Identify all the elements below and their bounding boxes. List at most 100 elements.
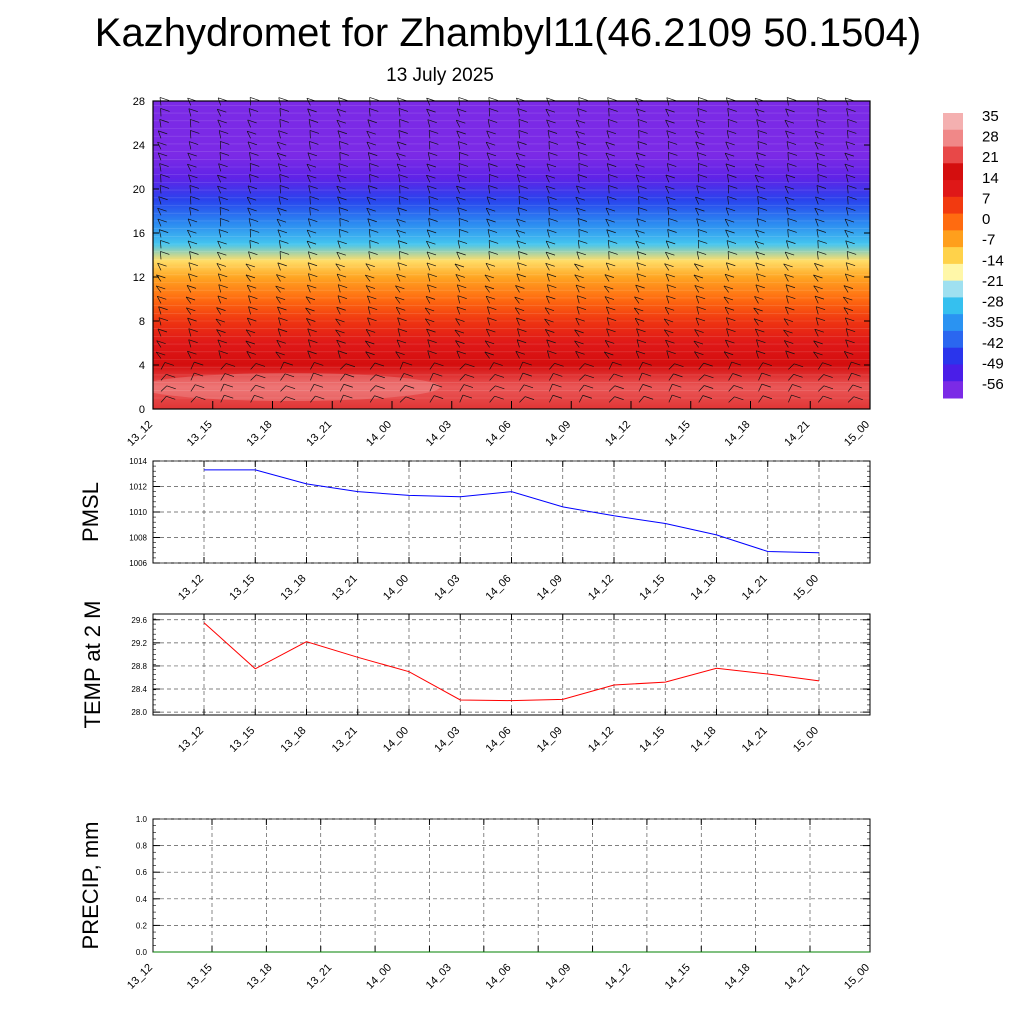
wind-barb-flag [308,251,318,256]
wind-barb [248,218,251,227]
wind-barb [189,119,192,128]
wind-barb-flag [156,274,166,279]
wind-barb-flag [375,374,385,379]
x-tick-label: 14_00 [364,962,394,992]
wind-barb-flag [723,285,734,290]
wind-barb-flag [368,185,378,189]
wind-barb-flag [248,295,258,300]
wind-barb [574,274,580,282]
wind-barb-flag [217,295,227,300]
wind-barb-flag [428,218,438,222]
wind-barb-flag [516,152,526,157]
wind-barb-flag [488,185,498,189]
y-tick-label: 16 [133,228,145,240]
wind-barb [845,339,849,348]
y-tick-label: 1008 [129,534,147,543]
wind-barb-flag [787,229,797,233]
wind-barb [844,273,849,282]
wind-barb-flag [696,152,707,156]
wind-barb-flag [159,97,170,101]
wind-barb [335,318,341,326]
wind-barb-flag [605,340,615,344]
wind-barb [818,385,825,392]
wind-barb [756,218,759,227]
wind-barb [458,218,461,227]
wind-barb-flag [185,296,196,301]
wind-barb [368,229,371,238]
wind-barb-flag [516,317,526,322]
wind-barb-flag [514,307,525,312]
wind-barb-flag [578,240,588,244]
wind-barb [638,372,643,381]
x-tick-label: 14_09 [543,419,573,449]
wind-barb-flag [667,163,677,167]
wind-barb-flag [309,196,319,200]
wind-barb-flag [283,361,293,366]
wind-barb [844,163,849,172]
wind-barb [369,174,371,183]
wind-barb-flag [518,185,528,189]
wind-barb-flag [399,251,409,255]
wind-barb [217,97,222,106]
wind-barb-flag [190,119,200,123]
wind-barb-flag [753,307,763,312]
wind-barb [755,108,759,117]
wind-barb-flag [695,207,705,212]
wind-barb-flag [277,207,287,212]
wind-barb [755,185,759,194]
wind-barb-flag [642,384,652,388]
wind-barb-flag [276,296,286,301]
wind-barb-flag [727,196,737,200]
wind-barb [723,296,729,304]
wind-barb-flag [578,152,588,156]
wind-barb [336,186,341,194]
wind-barb [306,164,311,172]
wind-barb-flag [846,262,856,266]
wind-barb-flag [465,363,475,368]
wind-barb [638,396,645,403]
wind-barb-flag [365,274,375,279]
wind-barb-flag [194,372,204,377]
wind-barb-flag [396,229,406,234]
wind-barb-flag [695,317,706,322]
wind-barb [188,262,192,271]
wind-barb-flag [315,395,325,400]
colorbar-swatch [943,314,963,332]
wind-barb-flag [664,263,674,268]
wind-barb [545,263,550,271]
wind-barb [426,175,431,183]
wind-barb [667,229,670,238]
wind-barb [637,207,640,216]
wind-barb [277,163,281,172]
wind-barb-flag [365,351,375,356]
wind-barb-flag [698,240,708,244]
wind-barb [725,163,729,172]
wind-barb [576,251,580,260]
wind-barb-flag [792,384,802,388]
wind-barb-flag [671,394,682,399]
wind-barb [753,318,759,326]
wind-barb-flag [576,119,586,124]
wind-barb [425,318,431,326]
wind-barb-flag [847,251,857,255]
wind-barb-flag [157,328,168,333]
wind-barb [275,296,281,304]
wind-barb [277,262,281,271]
wind-barb [577,174,580,183]
wind-barb-flag [245,263,256,268]
wind-barb [186,285,192,293]
colorbar-swatch [943,163,963,181]
wind-barb-flag [339,152,349,156]
wind-barb-flag [548,141,559,145]
wind-barb [606,317,610,326]
wind-barb-flag [186,285,197,289]
x-tick-label: 14_15 [663,962,693,992]
wind-barb [396,219,401,227]
wind-barb [788,384,793,392]
colorbar-label: -49 [982,355,1004,372]
wind-barb-flag [784,119,795,124]
x-tick-label: 13_12 [125,962,155,992]
wind-barb [638,384,644,392]
wind-barb [368,251,371,260]
colorbar-label: -7 [982,232,995,249]
